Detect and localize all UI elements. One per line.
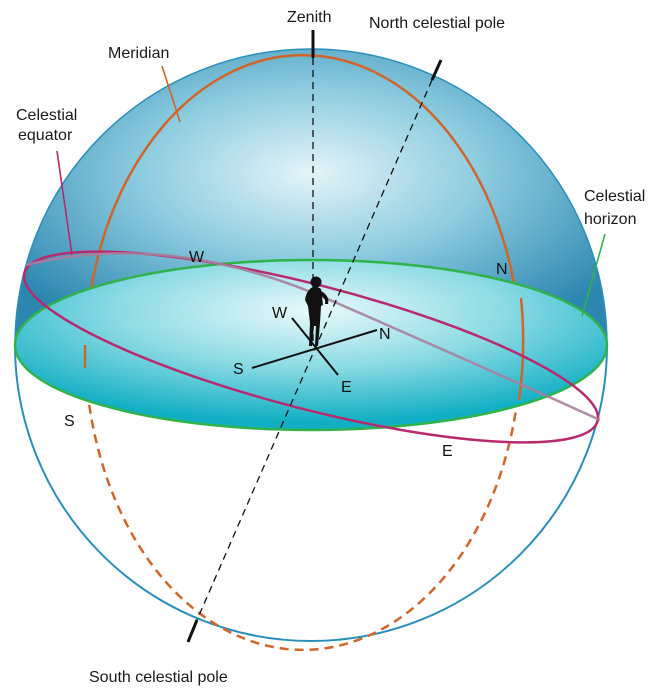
zenith-label: Zenith [287,9,331,26]
south-pole-tip [186,619,199,643]
compass-north-label: N [379,326,391,343]
equator-leader [56,150,73,256]
meridian-label: Meridian [108,45,169,62]
equator-east-label: E [442,443,453,460]
compass-east-label: E [341,379,352,396]
celestial-horizon-label-1: Celestial [584,188,645,205]
compass-we [291,317,339,376]
compass-sn [251,329,378,369]
meridian-leader [161,65,181,123]
observer-silhouette [305,276,329,346]
meridian-front-right [517,297,525,401]
celestial-equator-label-2: equator [18,127,73,144]
celestial-equator-back [25,252,601,422]
south-celestial-pole-label: South celestial pole [89,669,228,686]
compass-south-label: S [233,361,244,378]
compass-west-label: W [272,305,288,322]
horizon-leader [581,233,606,317]
equator-west-label: W [189,249,205,266]
meridian-lower-dashed [83,344,523,652]
celestial-equator-label-1: Celestial [16,107,77,124]
north-celestial-pole-label: North celestial pole [369,15,505,32]
celestial-equator [22,250,600,444]
meridian-upper [83,53,523,361]
celestial-horizon-label-2: horizon [584,211,636,228]
horizon-north-label: N [496,261,508,278]
north-pole-tip [430,59,443,81]
horizon-south-label: S [64,413,75,430]
